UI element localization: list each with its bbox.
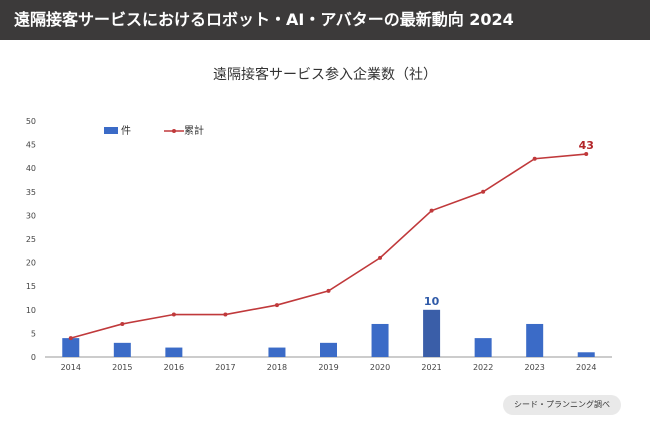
bar	[423, 309, 441, 357]
y-tick-label: 25	[26, 235, 36, 244]
x-tick-label: 2023	[525, 363, 545, 372]
bar	[371, 323, 389, 357]
bar	[526, 323, 544, 357]
x-tick-label: 2020	[370, 363, 390, 372]
data-label: 43	[579, 139, 594, 152]
line-point	[378, 255, 383, 260]
legend-swatch-bar	[104, 127, 118, 134]
x-tick-label: 2022	[473, 363, 493, 372]
line-point	[120, 321, 125, 326]
y-tick-label: 0	[31, 353, 36, 362]
line-point	[429, 208, 434, 213]
bar	[165, 347, 183, 357]
line-point	[481, 189, 486, 194]
chart-title: 遠隔接客サービス参入企業数（社）	[213, 67, 437, 83]
y-tick-label: 45	[26, 141, 36, 150]
line-point	[171, 312, 176, 317]
line-point	[532, 156, 537, 161]
data-label: 10	[424, 295, 440, 308]
x-tick-label: 2017	[215, 363, 235, 372]
bar	[577, 352, 595, 357]
legend-label-line: 累計	[184, 124, 204, 137]
bar	[268, 347, 286, 357]
x-tick-label: 2019	[318, 363, 338, 372]
cumulative-line	[70, 153, 587, 339]
line-point	[326, 288, 331, 293]
x-tick-label: 2021	[421, 363, 441, 372]
x-tick-label: 2018	[267, 363, 287, 372]
y-tick-label: 40	[26, 164, 36, 173]
line-point	[223, 312, 228, 317]
y-tick-label: 15	[26, 282, 36, 291]
line-point	[584, 152, 589, 157]
bar	[113, 342, 131, 357]
y-tick-label: 30	[26, 211, 36, 220]
line-point	[274, 303, 279, 308]
source-label: シード・プランニング調べ	[503, 395, 621, 415]
legend-marker-line	[172, 129, 176, 133]
page-header: 遠隔接客サービスにおけるロボット・AI・アバターの最新動向 2024	[0, 0, 650, 40]
line-point	[68, 336, 73, 341]
y-tick-label: 50	[26, 117, 36, 126]
y-tick-label: 35	[26, 188, 36, 197]
bar	[474, 338, 492, 357]
y-tick-label: 20	[26, 259, 36, 268]
x-tick-label: 2014	[61, 363, 81, 372]
x-tick-label: 2024	[576, 363, 596, 372]
header-title: 遠隔接客サービスにおけるロボット・AI・アバターの最新動向 2024	[14, 10, 514, 29]
y-tick-label: 5	[31, 329, 36, 338]
x-tick-label: 2015	[112, 363, 132, 372]
y-tick-label: 10	[26, 306, 36, 315]
bar	[62, 338, 80, 357]
bar	[320, 342, 337, 357]
legend-label-bar: 件	[121, 125, 131, 137]
x-tick-label: 2016	[164, 363, 184, 372]
